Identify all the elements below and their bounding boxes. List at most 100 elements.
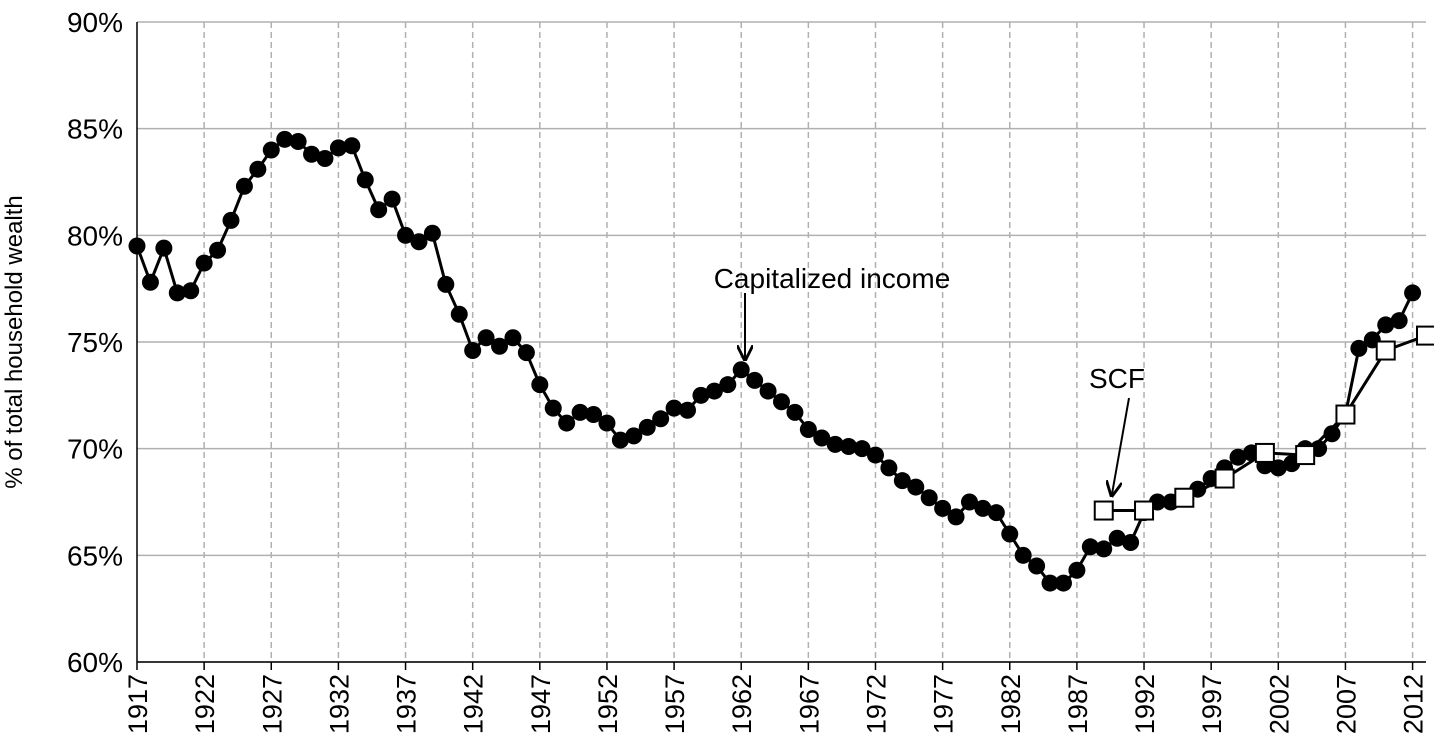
marker	[907, 478, 925, 496]
marker	[1229, 448, 1247, 466]
y-tick-label: 65%	[67, 540, 123, 571]
marker	[356, 171, 374, 189]
x-tick-label: 1997	[1197, 674, 1227, 734]
marker	[544, 399, 562, 417]
marker	[866, 446, 884, 464]
marker	[182, 282, 200, 300]
marks	[128, 130, 1434, 592]
marker	[692, 386, 710, 404]
y-tick-label: 70%	[67, 434, 123, 465]
x-tick-label: 2007	[1331, 674, 1361, 734]
marker	[1390, 312, 1408, 330]
x-tick-label: 1922	[190, 674, 220, 734]
marker	[1416, 325, 1434, 346]
marker	[1335, 404, 1356, 425]
marker	[477, 329, 495, 347]
marker	[1028, 557, 1046, 575]
marker	[370, 201, 388, 219]
marker	[1108, 529, 1126, 547]
x-tick-label: 1992	[1130, 674, 1160, 734]
marker	[759, 382, 777, 400]
marker	[1095, 540, 1113, 558]
marker	[652, 410, 670, 428]
marker	[1041, 574, 1059, 592]
marker	[423, 224, 441, 242]
marker	[316, 150, 334, 168]
x-tick-label: 1937	[392, 674, 422, 734]
marker	[168, 284, 186, 302]
marker	[128, 237, 146, 255]
marker	[705, 382, 723, 400]
marker	[987, 504, 1005, 522]
x-tick-label: 1972	[861, 674, 891, 734]
marker	[799, 420, 817, 438]
x-tick-label: 1947	[526, 674, 556, 734]
marker	[1377, 316, 1395, 334]
x-tick-label: 1932	[324, 674, 354, 734]
marker	[679, 401, 697, 419]
marker	[249, 160, 267, 178]
marker	[383, 190, 401, 208]
marker	[974, 499, 992, 517]
marker	[880, 459, 898, 477]
marker	[195, 254, 213, 272]
marker	[531, 376, 549, 394]
marker	[893, 472, 911, 490]
x-tick-label: 1962	[727, 674, 757, 734]
marker	[289, 132, 307, 150]
series-line	[1103, 334, 1427, 512]
marker	[410, 233, 428, 251]
marker	[840, 438, 858, 456]
marker	[397, 226, 415, 244]
marker	[773, 393, 790, 411]
marker	[1122, 534, 1140, 552]
marker	[732, 361, 750, 379]
marker	[303, 145, 321, 163]
x-tick-label: 1967	[794, 674, 824, 734]
marker	[1001, 525, 1019, 543]
marker	[611, 431, 629, 449]
marker	[1014, 546, 1032, 564]
y-tick-label: 80%	[67, 220, 123, 251]
marker	[786, 403, 804, 421]
y-tick-label: 85%	[67, 114, 123, 145]
marker	[1093, 500, 1114, 521]
marker	[1375, 340, 1396, 361]
marker	[517, 344, 535, 362]
marker	[826, 435, 844, 453]
x-tick-label: 1982	[996, 674, 1026, 734]
annotation-arrow	[1112, 397, 1130, 494]
marker	[638, 418, 656, 436]
marker	[1068, 561, 1086, 579]
marker	[853, 440, 871, 458]
marker	[437, 275, 455, 293]
x-tick-label: 1927	[257, 674, 287, 734]
marker	[504, 329, 522, 347]
marker	[141, 273, 159, 291]
marker	[155, 239, 173, 257]
marker	[222, 211, 240, 229]
marker	[746, 371, 764, 389]
marker	[1350, 339, 1368, 357]
marker	[235, 177, 253, 195]
x-tick-label: 1987	[1063, 674, 1093, 734]
y-tick-label: 75%	[67, 327, 123, 358]
x-tick-label: 1957	[660, 674, 690, 734]
x-tick-label: 2012	[1399, 674, 1429, 734]
marker	[1054, 574, 1072, 592]
marker	[719, 376, 737, 394]
marker	[947, 508, 965, 526]
x-tick-label: 1952	[593, 674, 623, 734]
marker	[491, 337, 509, 355]
marker	[329, 139, 347, 157]
y-tick-label: 60%	[67, 647, 123, 678]
marker	[934, 499, 952, 517]
marker	[598, 414, 616, 432]
marker	[450, 305, 468, 323]
marker	[1269, 459, 1287, 477]
marker	[1323, 425, 1341, 443]
marker	[571, 403, 589, 421]
marker	[960, 493, 978, 511]
